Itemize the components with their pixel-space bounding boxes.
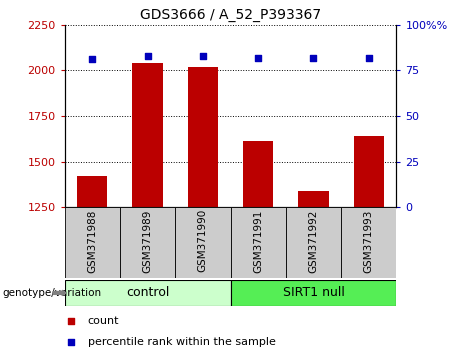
Bar (298, 191, 329, 207)
Point (287, 246, 295, 251)
Point (199, 53, 207, 59)
Text: count: count (88, 316, 119, 326)
Point (144, 53, 151, 59)
Bar (120, 207, 175, 278)
Text: percentile rank within the sample: percentile rank within the sample (88, 337, 276, 347)
Text: control: control (126, 286, 169, 299)
Text: GSM371990: GSM371990 (198, 209, 208, 273)
Text: GSM371992: GSM371992 (308, 209, 319, 273)
Bar (341, 207, 396, 278)
Bar (175, 207, 230, 278)
Text: GSM371993: GSM371993 (364, 209, 374, 273)
Bar (230, 280, 396, 306)
Text: SIRT1 null: SIRT1 null (283, 286, 344, 299)
Bar (188, 67, 218, 207)
Bar (286, 207, 341, 278)
Text: GSM371989: GSM371989 (142, 209, 153, 273)
Text: GSM371988: GSM371988 (87, 209, 97, 273)
Text: genotype/variation: genotype/variation (2, 288, 101, 298)
Point (89, 57, 96, 62)
Bar (132, 63, 163, 207)
Text: GSM371991: GSM371991 (253, 209, 263, 273)
Title: GDS3666 / A_52_P393367: GDS3666 / A_52_P393367 (140, 8, 321, 22)
Bar (77, 176, 107, 207)
Bar (354, 136, 384, 207)
Point (365, 55, 372, 61)
Point (254, 55, 262, 61)
Bar (243, 142, 273, 207)
Bar (65, 280, 230, 306)
Bar (65, 207, 120, 278)
Point (310, 55, 317, 61)
Point (287, 61, 295, 67)
Bar (230, 207, 286, 278)
